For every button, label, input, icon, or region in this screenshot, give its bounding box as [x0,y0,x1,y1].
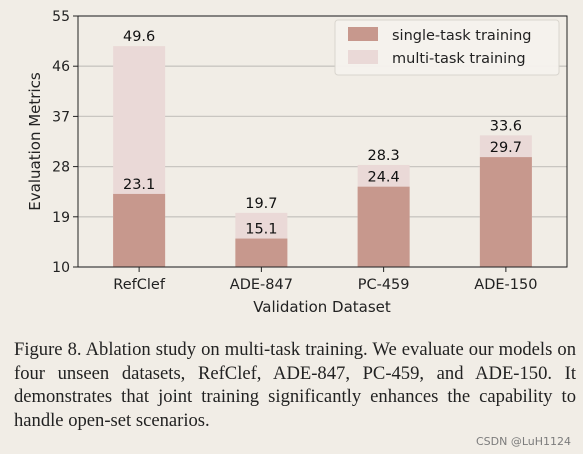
data-label-multi-task: 19.7 [245,196,277,212]
axes [77,15,568,268]
data-label-multi-task: 28.3 [367,148,399,164]
x-tick-label: ADE-150 [474,277,537,293]
data-label-multi-task: 49.6 [123,29,155,45]
x-tick-label: RefClef [113,277,166,293]
y-tick-label: 10 [52,260,70,276]
legend-swatch [348,27,378,41]
legend-swatch [348,50,378,64]
y-tick-label: 46 [52,59,70,75]
legend-box [334,19,560,76]
legend: single-task training multi-task training [334,19,560,76]
watermark: CSDN @LuH1124 [475,435,571,448]
bar-single-task-refclef [113,193,166,267]
legend-label: multi-task training [392,51,526,67]
plot-frame [77,15,568,268]
data-label-single-task: 15.1 [245,222,277,238]
figure-caption: Figure 8. Ablation study on multi-task t… [14,339,576,431]
data-label-multi-task: 33.6 [490,118,522,134]
bar-single-task-pc-459 [357,186,410,267]
data-label-single-task: 23.1 [123,177,155,193]
y-tick-labels: 10 19 28 37 46 55 [52,9,78,276]
y-tick-label: 19 [52,210,70,226]
y-tick-label: 37 [52,109,70,125]
x-tick-labels: RefClef ADE-847 PC-459 ADE-150 [113,267,537,293]
bars [113,46,532,268]
bar-chart: 10 19 28 37 46 55 RefClef ADE-847 PC-459 ADE-150… [26,9,568,316]
data-label-single-task: 29.7 [490,140,522,156]
x-tick-label: PC-459 [358,277,410,293]
legend-label: single-task training [392,28,531,44]
data-label-single-task: 24.4 [367,170,399,186]
bar-single-task-ade-847 [235,238,288,267]
y-tick-label: 55 [52,9,70,25]
x-axis-label: Validation Dataset [253,298,391,316]
y-axis-label: Evaluation Metrics [26,72,44,211]
x-tick-label: ADE-847 [230,277,293,293]
y-tick-label: 28 [52,160,70,176]
bar-single-task-ade-150 [479,157,532,267]
data-labels: 49.6 23.1 19.7 15.1 28.3 24.4 33.6 29.7 [123,29,522,237]
